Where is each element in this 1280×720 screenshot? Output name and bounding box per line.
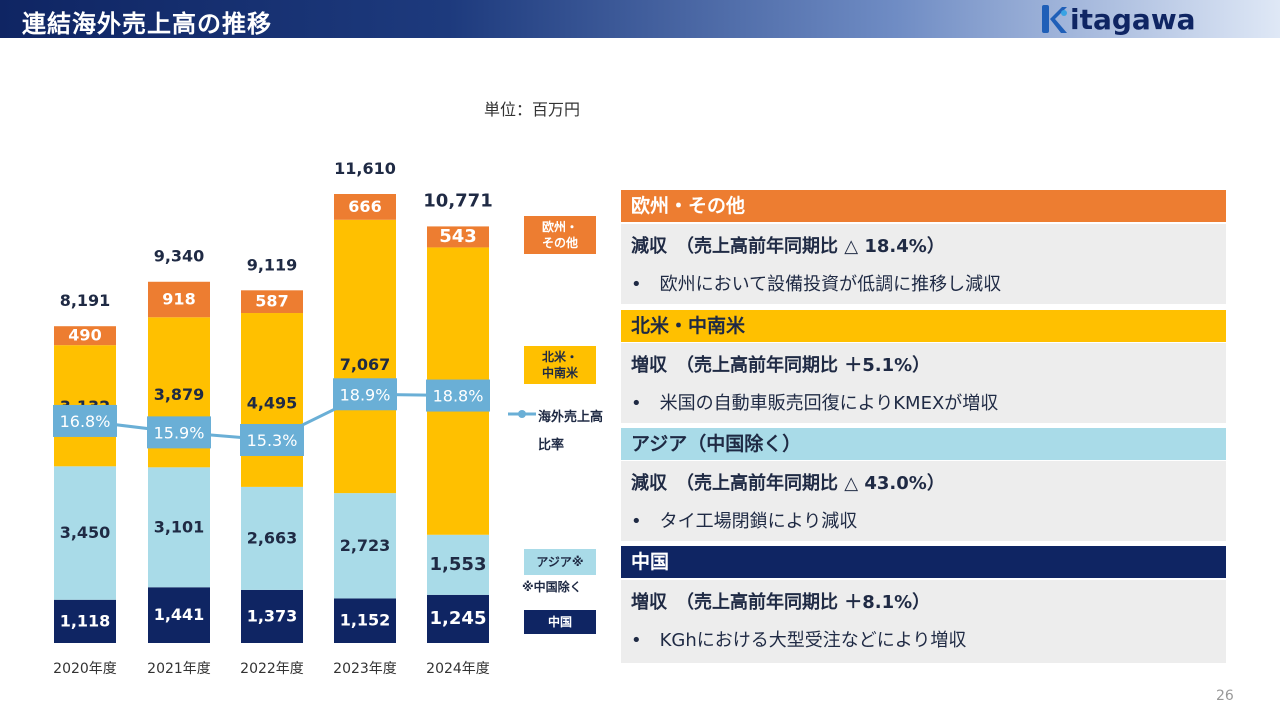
label-china-1: 1,441: [154, 605, 205, 624]
bar-china-0: [54, 599, 116, 643]
legend-americas-line1: 北米・: [541, 350, 578, 364]
label-asia-4: 1,553: [430, 554, 487, 575]
total-label-3: 11,610: [334, 159, 396, 178]
label-china-3: 1,152: [340, 611, 391, 630]
ratio-label-2: 15.3%: [247, 431, 298, 450]
label-europe-4: 543: [439, 226, 477, 247]
unit-label: 単位：百万円: [484, 100, 581, 119]
label-americas-1: 3,879: [154, 385, 205, 404]
bar-china-2: [241, 589, 303, 643]
total-label-2: 9,119: [247, 255, 298, 274]
bar-china-1: [148, 587, 210, 643]
page-number: 26: [1216, 688, 1234, 704]
label-china-2: 1,373: [247, 606, 298, 625]
category-label-0: 2020年度: [53, 661, 117, 677]
bar-europe-4: [427, 226, 489, 248]
label-americas-2: 4,495: [247, 394, 298, 413]
category-label-2: 2022年度: [240, 661, 304, 677]
panel-asia-title: アジア（中国除く）: [621, 428, 1226, 460]
bar-asia-3: [334, 493, 396, 599]
panel-americas-bullet: • 米国の自動車販売回復によりKMEXが増収: [631, 393, 999, 414]
bar-china-4: [427, 594, 489, 643]
ratio-box-0: [53, 404, 117, 437]
bar-china-3: [334, 598, 396, 643]
label-europe-3: 666: [348, 197, 381, 216]
label-asia-1: 3,101: [154, 517, 205, 536]
bar-asia-0: [54, 466, 116, 600]
page-title: 連結海外売上高の推移: [22, 10, 272, 38]
legend-ratio-line1: 海外売上高: [538, 410, 604, 425]
ratio-box-1: [147, 416, 211, 449]
legend-china: 中国: [524, 610, 596, 634]
ratio-box-2: [240, 424, 304, 456]
legend-europe-line1: 欧州・: [541, 220, 578, 234]
bar-europe-0: [54, 326, 116, 346]
ratio-label-1: 15.9%: [154, 423, 205, 442]
overseas-sales-chart: 1,1183,4503,1324908,1912020年度1,4413,1013…: [53, 159, 493, 677]
bar-europe-3: [334, 194, 396, 220]
panel-americas-status: 増収 （売上高前年同期比 ＋5.1%）: [631, 355, 931, 376]
kitagawa-logo: itagawa: [1040, 0, 1196, 38]
panel-americas-title: 北米・中南米: [621, 310, 1226, 342]
panel-china-bullet: • KGhにおける大型受注などにより増収: [631, 630, 967, 651]
ratio-box-3: [333, 378, 397, 411]
panel-europe-title: 欧州・その他: [621, 190, 1226, 222]
panel-americas-body: 増収 （売上高前年同期比 ＋5.1%） • 米国の自動車販売回復によりKMEXが…: [621, 343, 1226, 423]
label-china-0: 1,118: [60, 611, 111, 630]
bar-asia-2: [241, 486, 303, 590]
legend-americas-line2: 中南米: [541, 366, 578, 380]
total-label-1: 9,340: [154, 247, 205, 266]
panel-asia-bullet: • タイ工場閉鎖により減収: [631, 511, 858, 532]
panel-asia-status: 減収 （売上高前年同期比 △ 43.0%）: [631, 473, 945, 494]
bar-americas-2: [241, 313, 303, 487]
category-label-3: 2023年度: [333, 661, 397, 677]
label-americas-3: 7,067: [340, 355, 391, 374]
category-label-4: 2024年度: [426, 661, 490, 677]
panel-europe-bullet: • 欧州において設備投資が低調に推移し減収: [631, 274, 1002, 295]
label-asia-3: 2,723: [340, 536, 391, 555]
panel-china-title: 中国: [621, 546, 1226, 578]
panel-china-status: 増収 （売上高前年同期比 ＋8.1%）: [631, 592, 931, 613]
panel-asia-body: 減収 （売上高前年同期比 △ 43.0%） • タイ工場閉鎖により減収: [621, 461, 1226, 541]
legend-ratio-line2: 比率: [538, 438, 565, 453]
legend-europe-line2: その他: [541, 236, 578, 250]
legend-europe: 欧州・ その他: [524, 216, 596, 254]
bar-asia-4: [427, 534, 489, 595]
label-europe-0: 490: [68, 326, 101, 345]
label-europe-1: 918: [162, 290, 195, 309]
logo-mark-icon: [1042, 5, 1067, 33]
total-label-0: 8,191: [60, 291, 111, 310]
legend-ratio-marker: [508, 410, 536, 418]
legend-asia-note: ※中国除く: [522, 580, 582, 594]
header-bar: 連結海外売上高の推移 itagawa: [0, 0, 1280, 38]
logo-wordmark: itagawa: [1070, 2, 1196, 36]
panel-europe-body: 減収 （売上高前年同期比 △ 18.4%） • 欧州において設備投資が低調に推移…: [621, 224, 1226, 304]
legend-asia: アジア※: [524, 549, 596, 575]
bar-americas-3: [334, 219, 396, 494]
ratio-box-4: [426, 379, 490, 412]
legend-americas: 北米・ 中南米: [524, 346, 596, 384]
category-label-1: 2021年度: [147, 661, 211, 677]
ratio-label-0: 16.8%: [60, 412, 111, 431]
label-asia-2: 2,663: [247, 528, 298, 547]
ratio-label-4: 18.8%: [433, 387, 484, 406]
bar-asia-1: [148, 467, 210, 588]
bar-europe-1: [148, 281, 210, 318]
panel-europe-status: 減収 （売上高前年同期比 △ 18.4%）: [631, 236, 945, 257]
label-europe-2: 587: [255, 292, 288, 311]
ratio-label-3: 18.9%: [340, 385, 391, 404]
label-china-4: 1,245: [430, 608, 487, 629]
panel-china-body: 増収 （売上高前年同期比 ＋8.1%） • KGhにおける大型受注などにより増収: [621, 580, 1226, 663]
bar-europe-2: [241, 290, 303, 314]
label-asia-0: 3,450: [60, 523, 111, 542]
total-label-4: 10,771: [423, 190, 492, 211]
